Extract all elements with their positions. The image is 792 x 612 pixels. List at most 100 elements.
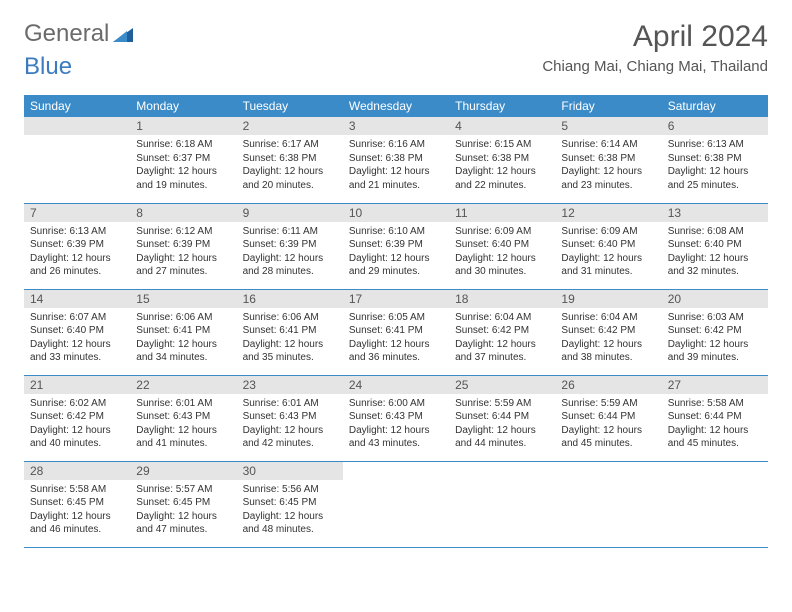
calendar-cell: 24Sunrise: 6:00 AMSunset: 6:43 PMDayligh…: [343, 375, 449, 461]
day-body: Sunrise: 6:02 AMSunset: 6:42 PMDaylight:…: [24, 394, 130, 455]
logo-triangle-icon: [113, 21, 133, 49]
day-number: 17: [343, 290, 449, 308]
day-body: Sunrise: 6:01 AMSunset: 6:43 PMDaylight:…: [237, 394, 343, 455]
day-number: 22: [130, 376, 236, 394]
weekday-header: Saturday: [662, 95, 768, 117]
day-body: Sunrise: 6:11 AMSunset: 6:39 PMDaylight:…: [237, 222, 343, 283]
calendar-cell: 17Sunrise: 6:05 AMSunset: 6:41 PMDayligh…: [343, 289, 449, 375]
calendar-cell: 19Sunrise: 6:04 AMSunset: 6:42 PMDayligh…: [555, 289, 661, 375]
day-body: Sunrise: 6:15 AMSunset: 6:38 PMDaylight:…: [449, 135, 555, 196]
calendar-cell: 23Sunrise: 6:01 AMSunset: 6:43 PMDayligh…: [237, 375, 343, 461]
day-number: 21: [24, 376, 130, 394]
day-number: 3: [343, 117, 449, 135]
day-body: Sunrise: 5:58 AMSunset: 6:45 PMDaylight:…: [24, 480, 130, 541]
day-body: Sunrise: 6:03 AMSunset: 6:42 PMDaylight:…: [662, 308, 768, 369]
day-number: 12: [555, 204, 661, 222]
day-body: Sunrise: 6:09 AMSunset: 6:40 PMDaylight:…: [555, 222, 661, 283]
day-body: Sunrise: 5:57 AMSunset: 6:45 PMDaylight:…: [130, 480, 236, 541]
calendar-head: SundayMondayTuesdayWednesdayThursdayFrid…: [24, 95, 768, 117]
calendar-cell: 22Sunrise: 6:01 AMSunset: 6:43 PMDayligh…: [130, 375, 236, 461]
calendar-row: 21Sunrise: 6:02 AMSunset: 6:42 PMDayligh…: [24, 375, 768, 461]
day-body: Sunrise: 5:59 AMSunset: 6:44 PMDaylight:…: [449, 394, 555, 455]
calendar-cell: 16Sunrise: 6:06 AMSunset: 6:41 PMDayligh…: [237, 289, 343, 375]
weekday-header: Thursday: [449, 95, 555, 117]
calendar-cell: 2Sunrise: 6:17 AMSunset: 6:38 PMDaylight…: [237, 117, 343, 203]
calendar-cell: 15Sunrise: 6:06 AMSunset: 6:41 PMDayligh…: [130, 289, 236, 375]
day-body: Sunrise: 5:58 AMSunset: 6:44 PMDaylight:…: [662, 394, 768, 455]
logo: General: [24, 20, 135, 48]
day-number: 30: [237, 462, 343, 480]
calendar-cell: [24, 117, 130, 203]
day-number: 27: [662, 376, 768, 394]
day-number: 15: [130, 290, 236, 308]
day-body: Sunrise: 6:04 AMSunset: 6:42 PMDaylight:…: [449, 308, 555, 369]
day-number: 2: [237, 117, 343, 135]
day-body: Sunrise: 6:12 AMSunset: 6:39 PMDaylight:…: [130, 222, 236, 283]
calendar-cell: 20Sunrise: 6:03 AMSunset: 6:42 PMDayligh…: [662, 289, 768, 375]
calendar-cell: 25Sunrise: 5:59 AMSunset: 6:44 PMDayligh…: [449, 375, 555, 461]
calendar-cell: 11Sunrise: 6:09 AMSunset: 6:40 PMDayligh…: [449, 203, 555, 289]
day-number: 28: [24, 462, 130, 480]
day-body: Sunrise: 6:04 AMSunset: 6:42 PMDaylight:…: [555, 308, 661, 369]
day-number: 24: [343, 376, 449, 394]
title-block: April 2024 Chiang Mai, Chiang Mai, Thail…: [542, 20, 768, 75]
calendar-cell: 29Sunrise: 5:57 AMSunset: 6:45 PMDayligh…: [130, 461, 236, 547]
weekday-header: Wednesday: [343, 95, 449, 117]
day-body: Sunrise: 6:07 AMSunset: 6:40 PMDaylight:…: [24, 308, 130, 369]
day-number: 7: [24, 204, 130, 222]
logo-text-2: Blue: [24, 53, 72, 81]
weekday-header: Friday: [555, 95, 661, 117]
calendar-cell: 18Sunrise: 6:04 AMSunset: 6:42 PMDayligh…: [449, 289, 555, 375]
calendar-cell: 30Sunrise: 5:56 AMSunset: 6:45 PMDayligh…: [237, 461, 343, 547]
day-body: Sunrise: 6:13 AMSunset: 6:39 PMDaylight:…: [24, 222, 130, 283]
day-number: 1: [130, 117, 236, 135]
calendar-cell: 14Sunrise: 6:07 AMSunset: 6:40 PMDayligh…: [24, 289, 130, 375]
page-subtitle: Chiang Mai, Chiang Mai, Thailand: [542, 58, 768, 75]
day-number: 25: [449, 376, 555, 394]
day-body: Sunrise: 6:05 AMSunset: 6:41 PMDaylight:…: [343, 308, 449, 369]
day-body: Sunrise: 6:16 AMSunset: 6:38 PMDaylight:…: [343, 135, 449, 196]
calendar-cell: 28Sunrise: 5:58 AMSunset: 6:45 PMDayligh…: [24, 461, 130, 547]
calendar-row: 7Sunrise: 6:13 AMSunset: 6:39 PMDaylight…: [24, 203, 768, 289]
day-body: Sunrise: 6:10 AMSunset: 6:39 PMDaylight:…: [343, 222, 449, 283]
day-number: 8: [130, 204, 236, 222]
calendar-cell: [662, 461, 768, 547]
weekday-header: Monday: [130, 95, 236, 117]
day-body: Sunrise: 6:09 AMSunset: 6:40 PMDaylight:…: [449, 222, 555, 283]
day-number: 13: [662, 204, 768, 222]
calendar-cell: [449, 461, 555, 547]
day-number: 23: [237, 376, 343, 394]
day-number: 9: [237, 204, 343, 222]
day-number: 4: [449, 117, 555, 135]
day-number: 20: [662, 290, 768, 308]
calendar-cell: 26Sunrise: 5:59 AMSunset: 6:44 PMDayligh…: [555, 375, 661, 461]
calendar-cell: 12Sunrise: 6:09 AMSunset: 6:40 PMDayligh…: [555, 203, 661, 289]
weekday-header: Sunday: [24, 95, 130, 117]
day-body: Sunrise: 6:18 AMSunset: 6:37 PMDaylight:…: [130, 135, 236, 196]
day-body: Sunrise: 6:01 AMSunset: 6:43 PMDaylight:…: [130, 394, 236, 455]
day-number: 29: [130, 462, 236, 480]
calendar-cell: [343, 461, 449, 547]
day-body: Sunrise: 5:56 AMSunset: 6:45 PMDaylight:…: [237, 480, 343, 541]
day-number: 6: [662, 117, 768, 135]
calendar-row: 14Sunrise: 6:07 AMSunset: 6:40 PMDayligh…: [24, 289, 768, 375]
calendar-cell: 9Sunrise: 6:11 AMSunset: 6:39 PMDaylight…: [237, 203, 343, 289]
day-body: Sunrise: 6:06 AMSunset: 6:41 PMDaylight:…: [237, 308, 343, 369]
calendar-table: SundayMondayTuesdayWednesdayThursdayFrid…: [24, 95, 768, 548]
day-body: Sunrise: 6:17 AMSunset: 6:38 PMDaylight:…: [237, 135, 343, 196]
calendar-cell: 27Sunrise: 5:58 AMSunset: 6:44 PMDayligh…: [662, 375, 768, 461]
page-title: April 2024: [542, 20, 768, 54]
weekday-header: Tuesday: [237, 95, 343, 117]
day-body: Sunrise: 6:00 AMSunset: 6:43 PMDaylight:…: [343, 394, 449, 455]
calendar-cell: 6Sunrise: 6:13 AMSunset: 6:38 PMDaylight…: [662, 117, 768, 203]
calendar-cell: 8Sunrise: 6:12 AMSunset: 6:39 PMDaylight…: [130, 203, 236, 289]
calendar-cell: 4Sunrise: 6:15 AMSunset: 6:38 PMDaylight…: [449, 117, 555, 203]
day-body: Sunrise: 6:14 AMSunset: 6:38 PMDaylight:…: [555, 135, 661, 196]
day-number: [24, 117, 130, 135]
calendar-cell: 13Sunrise: 6:08 AMSunset: 6:40 PMDayligh…: [662, 203, 768, 289]
day-number: 26: [555, 376, 661, 394]
day-body: Sunrise: 6:06 AMSunset: 6:41 PMDaylight:…: [130, 308, 236, 369]
calendar-cell: 21Sunrise: 6:02 AMSunset: 6:42 PMDayligh…: [24, 375, 130, 461]
day-body: Sunrise: 6:08 AMSunset: 6:40 PMDaylight:…: [662, 222, 768, 283]
logo-text-1: General: [24, 20, 109, 48]
